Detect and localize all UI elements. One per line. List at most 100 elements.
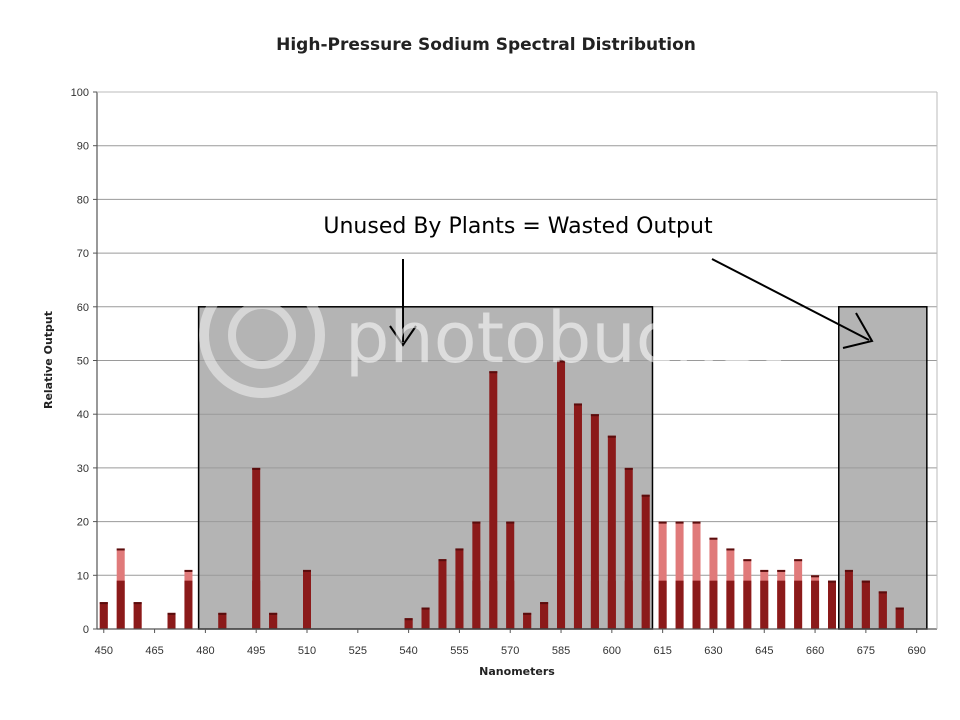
x-tick-label-630: 630	[704, 645, 722, 657]
bar-cap-665	[828, 580, 836, 583]
bar-base-500	[269, 612, 278, 629]
watermark-text: photobucket	[345, 297, 783, 379]
y-tick-label-50: 50	[77, 356, 89, 368]
bar-cap-620	[675, 521, 684, 524]
bar-495	[252, 467, 261, 629]
bar-cap-450	[99, 602, 108, 605]
x-tick-label-570: 570	[501, 645, 519, 657]
bar-cap-510	[303, 569, 311, 572]
bar-cap-635	[726, 548, 735, 551]
x-axis-label: Nanometers	[479, 665, 555, 678]
x-tick-label-690: 690	[907, 645, 925, 657]
bar-base-645	[760, 580, 769, 629]
bar-cap-595	[590, 414, 599, 417]
arrow-diagonal-head	[842, 312, 874, 349]
bar-cap-575	[523, 612, 532, 615]
bar-cap-470	[167, 612, 176, 615]
bar-base-565	[489, 580, 498, 629]
bar-590	[573, 403, 582, 629]
bar-cap-615	[658, 521, 667, 524]
bars	[99, 360, 904, 629]
x-tick-label-540: 540	[399, 645, 417, 657]
bar-base-655	[794, 580, 803, 629]
bar-base-625	[692, 580, 701, 629]
bar-base-675	[861, 580, 870, 629]
bar-cap-645	[760, 569, 769, 572]
bar-base-590	[573, 580, 582, 629]
x-tick-label-495: 495	[247, 645, 265, 657]
x-tick-label-675: 675	[857, 645, 875, 657]
y-tick-label-10: 10	[77, 570, 89, 582]
bar-cap-475	[184, 569, 193, 572]
bar-base-680	[878, 591, 887, 629]
bar-620	[675, 521, 684, 629]
bar-base-660	[811, 580, 820, 629]
bar-base-550	[438, 580, 447, 629]
y-tick-label-40: 40	[77, 409, 89, 421]
y-tick-label-100: 100	[71, 87, 89, 99]
bar-base-640	[743, 580, 752, 629]
bar-base-540	[404, 618, 413, 629]
chart-title: High-Pressure Sodium Spectral Distributi…	[276, 35, 696, 55]
bar-cap-540	[404, 618, 413, 621]
y-tick-label-90: 90	[77, 141, 89, 153]
bar-base-570	[506, 580, 515, 629]
bar-cap-460	[133, 602, 142, 605]
bar-base-495	[252, 580, 261, 629]
bar-base-545	[421, 607, 430, 629]
x-tick-label-645: 645	[755, 645, 773, 657]
bar-cap-640	[743, 559, 752, 562]
bar-base-510	[303, 580, 311, 629]
x-tick-label-480: 480	[196, 645, 214, 657]
bar-cap-670	[844, 569, 853, 572]
bar-base-470	[167, 612, 176, 629]
bar-cap-585	[557, 360, 566, 363]
bar-cap-605	[624, 467, 633, 470]
bar-base-630	[709, 580, 718, 629]
bar-base-450	[99, 602, 108, 629]
y-axis-label: Relative Output	[42, 311, 55, 409]
bar-cap-625	[692, 521, 701, 524]
bar-base-615	[658, 580, 667, 629]
bar-cap-500	[269, 612, 278, 615]
bar-cap-560	[472, 521, 481, 524]
bar-base-600	[607, 580, 616, 629]
x-tick-label-510: 510	[298, 645, 316, 657]
bar-base-460	[133, 602, 142, 629]
x-tick-label-660: 660	[806, 645, 824, 657]
bar-base-595	[590, 580, 599, 629]
bar-base-580	[540, 602, 549, 629]
bar-cap-680	[878, 591, 887, 594]
y-tick-label-60: 60	[77, 302, 89, 314]
bar-cap-550	[438, 559, 447, 562]
watermark-core-icon	[228, 301, 296, 369]
tick-labels: 0 10 20 30 40 50 60 70 80 90 100 450 465 480 495 510 525…	[71, 87, 926, 657]
annotation-text: Unused By Plants = Wasted Output	[323, 214, 713, 239]
bar-base-475	[184, 580, 193, 629]
bar-base-605	[624, 580, 633, 629]
bar-605	[624, 467, 633, 629]
bar-595	[590, 414, 599, 629]
axes	[93, 91, 938, 633]
bar-cap-555	[455, 548, 464, 551]
bar-cap-570	[506, 521, 515, 524]
bar-585	[557, 360, 566, 629]
bar-570	[506, 521, 515, 629]
bar-cap-600	[607, 435, 616, 438]
bar-600	[607, 435, 616, 629]
bar-cap-650	[777, 569, 786, 572]
x-tick-label-615: 615	[653, 645, 671, 657]
bar-base-665	[828, 580, 836, 629]
bar-cap-485	[218, 612, 227, 615]
bar-cap-580	[540, 602, 549, 605]
y-tick-label-20: 20	[77, 517, 89, 529]
bar-base-555	[455, 580, 464, 629]
bar-cap-630	[709, 537, 718, 540]
x-tick-label-525: 525	[349, 645, 367, 657]
y-tick-label-30: 30	[77, 463, 89, 475]
bar-565	[489, 371, 498, 629]
x-tick-label-600: 600	[603, 645, 621, 657]
bar-625	[692, 521, 701, 629]
annotation-arrows	[389, 258, 874, 349]
